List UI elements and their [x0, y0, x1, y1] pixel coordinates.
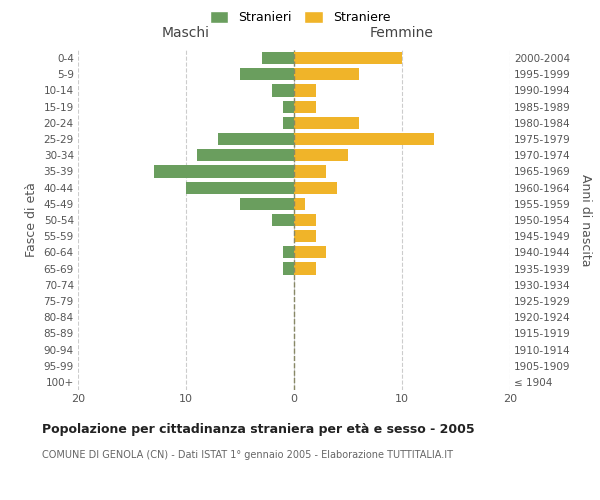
Bar [294, 230, 316, 242]
Bar [294, 214, 316, 226]
Text: COMUNE DI GENOLA (CN) - Dati ISTAT 1° gennaio 2005 - Elaborazione TUTTITALIA.IT: COMUNE DI GENOLA (CN) - Dati ISTAT 1° ge… [42, 450, 453, 460]
Bar [294, 262, 316, 274]
Bar [262, 52, 294, 64]
Bar [154, 166, 294, 177]
Bar [294, 166, 326, 177]
Bar [294, 149, 348, 162]
Y-axis label: Anni di nascita: Anni di nascita [579, 174, 592, 266]
Bar [283, 262, 294, 274]
Legend: Stranieri, Straniere: Stranieri, Straniere [209, 11, 391, 24]
Bar [272, 214, 294, 226]
Bar [272, 84, 294, 96]
Bar [240, 198, 294, 210]
Bar [294, 246, 326, 258]
Bar [294, 117, 359, 129]
Bar [283, 117, 294, 129]
Bar [294, 100, 316, 112]
Bar [294, 182, 337, 194]
Text: Popolazione per cittadinanza straniera per età e sesso - 2005: Popolazione per cittadinanza straniera p… [42, 422, 475, 436]
Y-axis label: Fasce di età: Fasce di età [25, 182, 38, 258]
Bar [294, 198, 305, 210]
Bar [294, 84, 316, 96]
Bar [197, 149, 294, 162]
Bar [283, 246, 294, 258]
Bar [240, 68, 294, 80]
Bar [186, 182, 294, 194]
Text: Femmine: Femmine [370, 26, 434, 40]
Bar [218, 133, 294, 145]
Bar [283, 100, 294, 112]
Text: Maschi: Maschi [162, 26, 210, 40]
Bar [294, 52, 402, 64]
Bar [294, 133, 434, 145]
Bar [294, 68, 359, 80]
